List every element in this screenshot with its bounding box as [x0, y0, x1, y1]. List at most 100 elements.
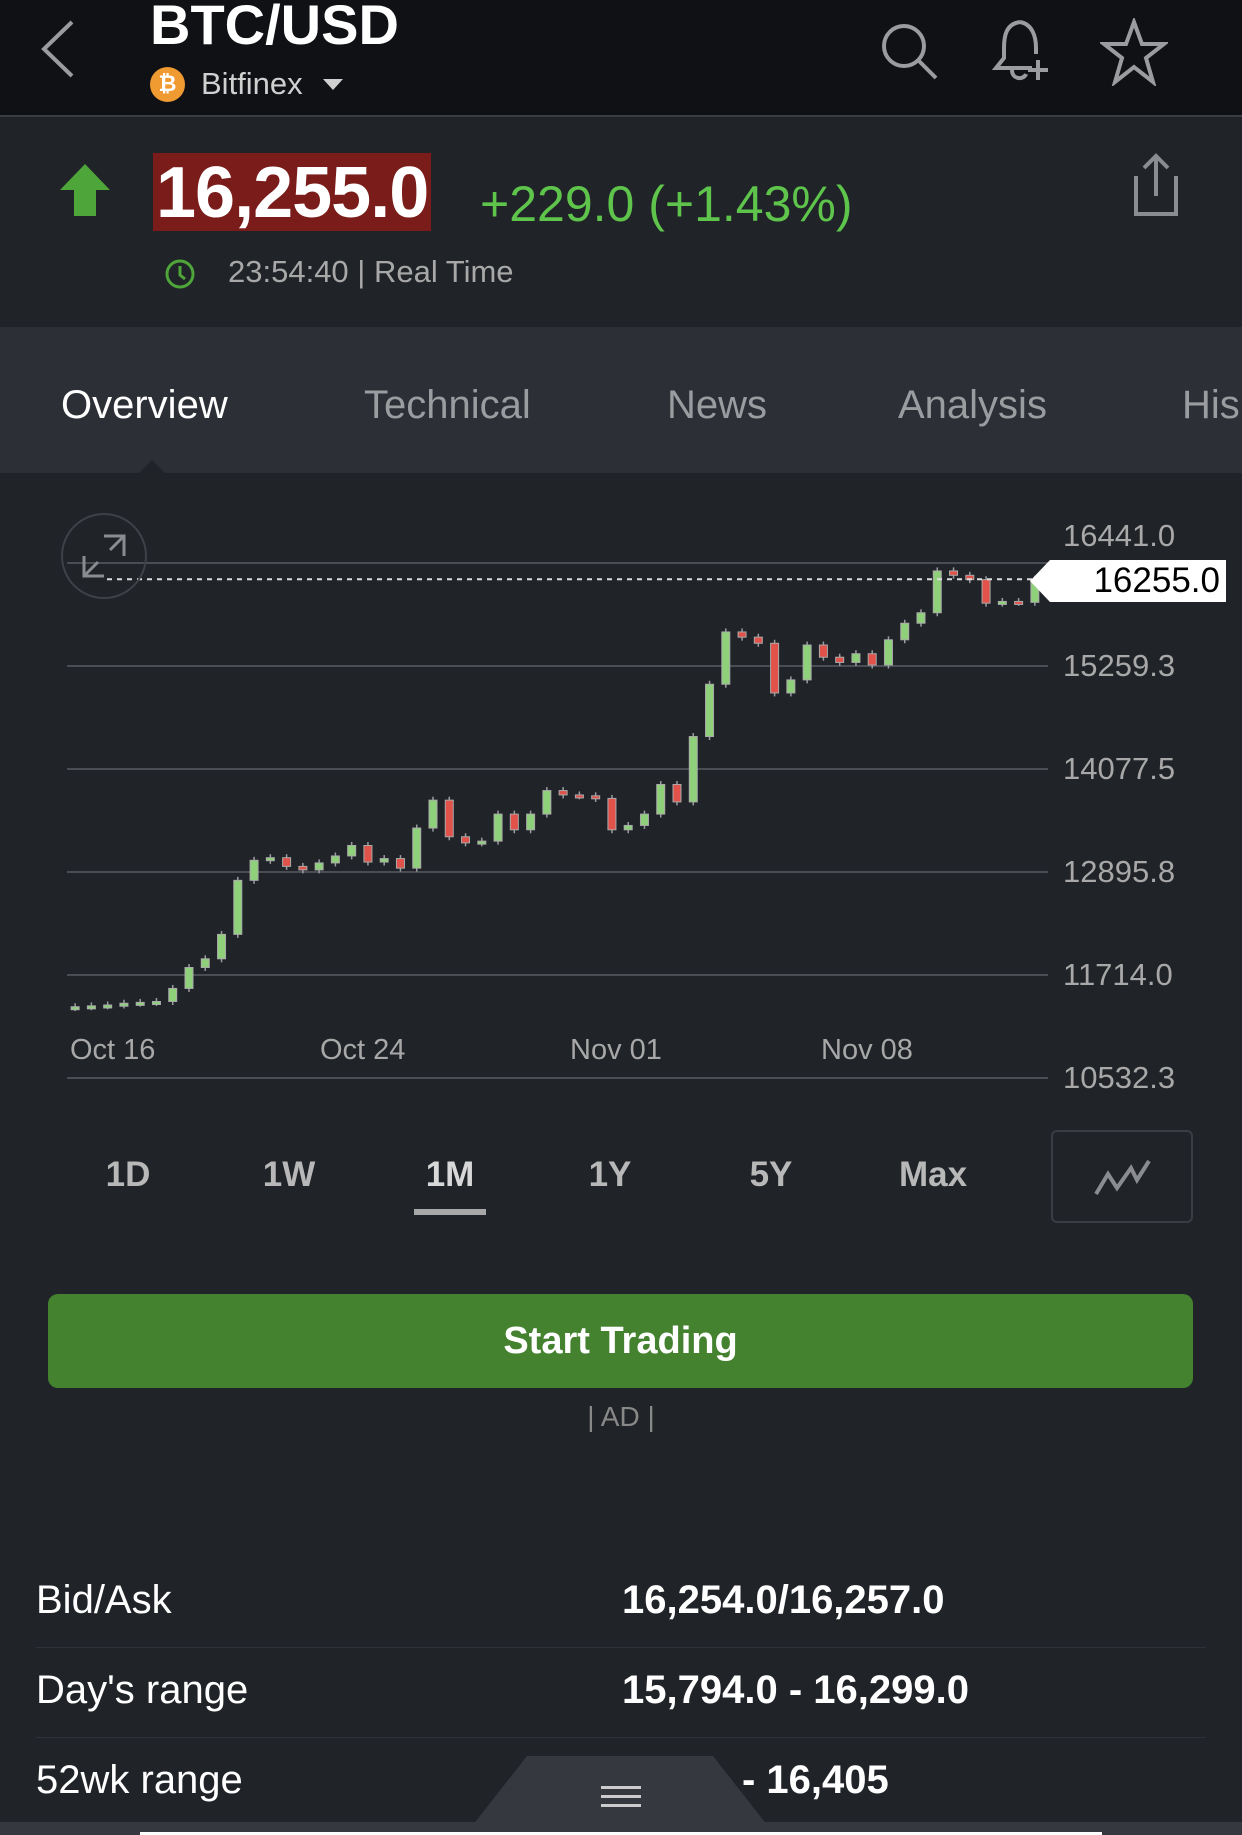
candle [363, 844, 373, 863]
menu-icon [601, 1786, 641, 1807]
candle [330, 855, 340, 864]
candle [282, 857, 292, 867]
range-max[interactable]: Max [898, 1155, 968, 1194]
quote-time: 23:54:40 | Real Time [228, 254, 514, 290]
candle [347, 844, 357, 857]
current-price-tag: 16255.0 [1030, 560, 1226, 602]
candle [835, 656, 845, 663]
candle [851, 653, 861, 663]
range-1y[interactable]: 1Y [588, 1155, 632, 1194]
candle [949, 570, 959, 576]
stat-label: Day's range [36, 1668, 249, 1712]
last-price: 16,255.0 [153, 153, 432, 233]
candle [444, 799, 454, 838]
stat-label: Bid/Ask [36, 1578, 172, 1622]
candle [265, 857, 275, 862]
candle [688, 736, 698, 803]
candle [607, 797, 617, 831]
candle [802, 644, 812, 681]
search-icon[interactable] [878, 20, 940, 82]
stat-value: 15,794.0 - 16,299.0 [622, 1668, 969, 1712]
candle [542, 790, 552, 815]
candle [900, 622, 910, 641]
price-change: +229.0 (+1.43%) [480, 176, 853, 232]
tab-analysis[interactable]: Analysis [898, 383, 1047, 427]
candle [737, 631, 747, 638]
stat-value: 16,254.0/16,257.0 [622, 1578, 945, 1622]
candle [867, 653, 877, 666]
candle [770, 642, 780, 694]
share-icon[interactable] [1128, 152, 1184, 218]
star-icon[interactable] [1100, 18, 1168, 86]
candle [184, 967, 194, 989]
candle [493, 813, 503, 842]
y-tick-label: 10532.3 [1063, 1060, 1176, 1095]
candle [428, 799, 438, 829]
bell-plus-icon[interactable] [988, 18, 1054, 84]
active-tab-indicator [139, 460, 165, 473]
range-1d[interactable]: 1D [105, 1155, 151, 1194]
bottom-bar [0, 1822, 1242, 1835]
stat-row-bid-ask: Bid/Ask 16,254.0/16,257.0 [36, 1558, 1206, 1648]
candle [86, 1005, 96, 1010]
candle [395, 858, 405, 869]
start-trading-button[interactable]: Start Trading [48, 1294, 1193, 1388]
tab-overview[interactable]: Overview [61, 383, 228, 427]
tab-historical[interactable]: His [1182, 383, 1240, 427]
y-tick-label: 15259.3 [1063, 648, 1176, 683]
candle [883, 639, 893, 666]
candle [721, 631, 731, 685]
x-tick-label: Nov 01 [570, 1034, 662, 1066]
exchange-selector[interactable]: ₿ Bitfinex [150, 66, 343, 102]
candle [200, 958, 210, 969]
home-indicator [140, 1832, 1102, 1835]
candle [526, 813, 536, 831]
candle [233, 879, 243, 935]
candle [461, 836, 471, 844]
y-tick-label: 11714.0 [1063, 957, 1173, 992]
x-tick-label: Oct 16 [70, 1034, 156, 1066]
chart-type-button[interactable] [1051, 1130, 1193, 1223]
candle [753, 636, 763, 644]
expand-chart-icon[interactable] [60, 512, 148, 600]
exchange-name: Bitfinex [201, 66, 303, 101]
candle [509, 813, 519, 831]
line-chart-icon [1094, 1159, 1151, 1196]
x-tick-label: Nov 08 [821, 1034, 913, 1066]
candle [298, 865, 308, 871]
candle [574, 794, 584, 799]
candle [168, 987, 178, 1003]
candle [249, 859, 259, 881]
tab-bar: Overview Technical News Analysis His [0, 327, 1242, 473]
candle [1014, 600, 1024, 605]
candle [558, 790, 568, 796]
tab-news[interactable]: News [667, 383, 768, 427]
clock-icon [165, 259, 195, 289]
y-tick-label: 16441.0 [1063, 518, 1176, 553]
candle [997, 600, 1007, 605]
tab-technical[interactable]: Technical [364, 383, 531, 427]
time-value: 23:54:40 [228, 254, 349, 289]
range-1m[interactable]: 1M [425, 1155, 475, 1194]
candle [932, 570, 942, 614]
candle [639, 813, 649, 826]
range-1w[interactable]: 1W [262, 1155, 316, 1194]
y-tick-label: 14077.5 [1063, 751, 1176, 786]
candle [477, 840, 487, 845]
active-range-underline [414, 1209, 486, 1215]
candle [314, 862, 324, 871]
bitcoin-icon: ₿ [150, 66, 185, 102]
candle [217, 933, 227, 960]
range-5y[interactable]: 5Y [749, 1155, 793, 1194]
caret-down-icon [322, 78, 343, 90]
candle [981, 579, 991, 604]
candle [379, 858, 389, 863]
candle [70, 1006, 80, 1011]
realtime-label: Real Time [373, 254, 514, 289]
price-chart[interactable] [0, 0, 1242, 1100]
ad-label: | AD | [587, 1401, 655, 1432]
back-icon[interactable] [38, 18, 78, 80]
candle [786, 679, 796, 694]
candle [591, 795, 601, 800]
separator: | [357, 254, 366, 289]
